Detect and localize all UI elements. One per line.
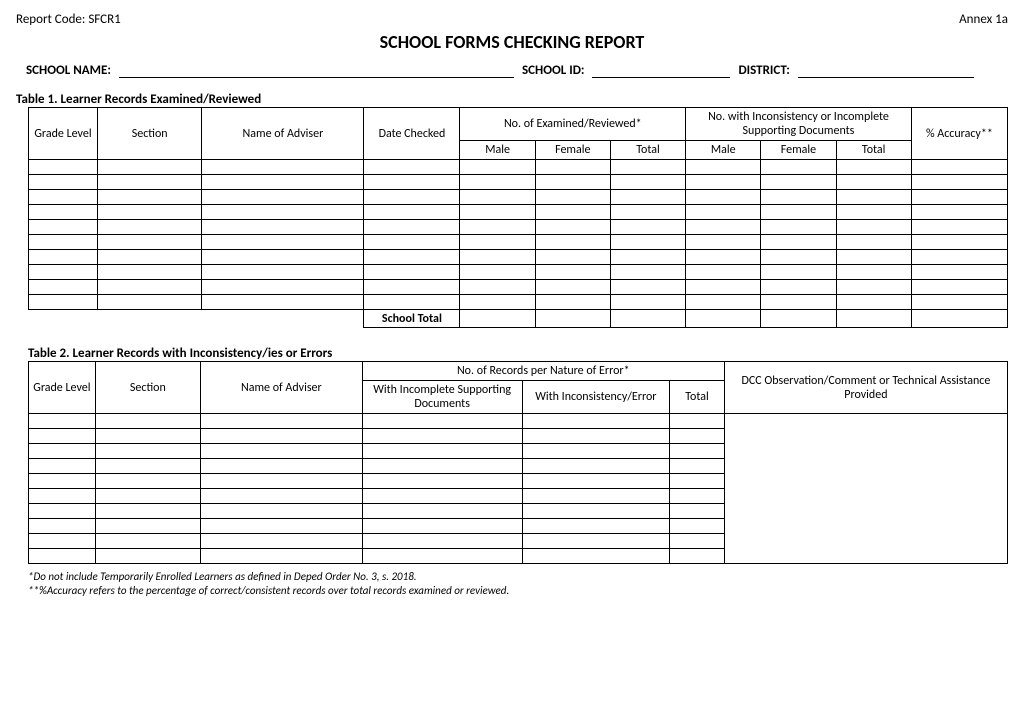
t1-col-accuracy: % Accuracy** xyxy=(911,108,1007,160)
school-total-label: School Total xyxy=(364,310,460,328)
t2-col-records-group: No. of Records per Nature of Error* xyxy=(362,362,724,381)
t2-col-grade: Grade Level xyxy=(29,362,96,414)
t1-col-section: Section xyxy=(97,108,201,160)
table2: Grade Level Section Name of Adviser No. … xyxy=(28,361,1008,564)
t1-col-female-a: Female xyxy=(535,141,610,160)
t1-col-grade: Grade Level xyxy=(29,108,98,160)
school-name-label: SCHOOL NAME: xyxy=(26,63,111,78)
t2-col-adviser: Name of Adviser xyxy=(200,362,362,414)
table-row xyxy=(29,414,1008,429)
school-id-blank xyxy=(592,64,730,78)
t1-col-female-b: Female xyxy=(761,141,836,160)
table1: Grade Level Section Name of Adviser Date… xyxy=(28,107,1008,328)
table-row xyxy=(29,175,1008,190)
table-row xyxy=(29,295,1008,310)
school-name-blank xyxy=(119,64,514,78)
t2-col-total: Total xyxy=(670,381,725,414)
t1-col-male-a: Male xyxy=(460,141,535,160)
footnote-2: **%Accuracy refers to the percentage of … xyxy=(28,584,1008,598)
t1-col-adviser: Name of Adviser xyxy=(202,108,364,160)
table-row xyxy=(29,220,1008,235)
t1-col-date: Date Checked xyxy=(364,108,460,160)
report-code: Report Code: SFCR1 xyxy=(16,12,121,27)
page-title: SCHOOL FORMS CHECKING REPORT xyxy=(16,31,1008,53)
table1-caption: Table 1. Learner Records Examined/Review… xyxy=(16,92,1008,107)
table-row xyxy=(29,265,1008,280)
t1-col-total-b: Total xyxy=(836,141,911,160)
table-row xyxy=(29,235,1008,250)
table-row xyxy=(29,280,1008,295)
t1-col-total-a: Total xyxy=(610,141,685,160)
table-row xyxy=(29,160,1008,175)
table-row xyxy=(29,205,1008,220)
t1-col-male-b: Male xyxy=(686,141,761,160)
district-label: DISTRICT: xyxy=(738,63,789,78)
t2-body xyxy=(29,414,1008,564)
t2-col-incomplete: With Incomplete Supporting Documents xyxy=(362,381,522,414)
t2-col-section: Section xyxy=(95,362,200,414)
t1-body xyxy=(29,160,1008,310)
t1-col-examined-group: No. of Examined/Reviewed* xyxy=(460,108,686,141)
t2-col-dcc: DCC Observation/Comment or Technical Ass… xyxy=(724,362,1007,414)
table-row xyxy=(29,190,1008,205)
t2-col-inconsistency: With Inconsistency/Error xyxy=(522,381,670,414)
t1-col-incon-group: No. with Inconsistency or Incomplete Sup… xyxy=(686,108,912,141)
table-row xyxy=(29,250,1008,265)
school-id-label: SCHOOL ID: xyxy=(522,63,585,78)
footnote-1: *Do not include Temporarily Enrolled Lea… xyxy=(28,570,1008,584)
district-blank xyxy=(798,64,974,78)
annex-label: Annex 1a xyxy=(959,12,1008,27)
table2-caption: Table 2. Learner Records with Inconsiste… xyxy=(16,346,1008,361)
